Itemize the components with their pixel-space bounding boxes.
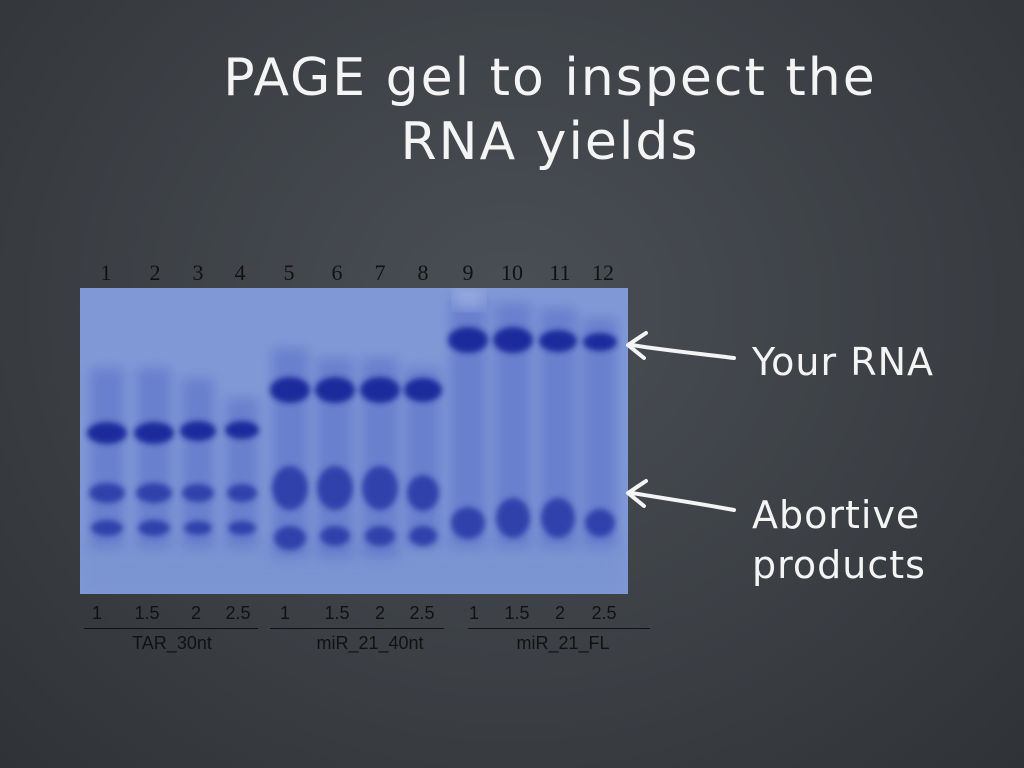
concentration-label: 2 <box>190 603 202 623</box>
abortive-products-label: Abortive products <box>752 490 926 590</box>
concentration-label: 2.5 <box>591 603 617 623</box>
concentration-label: 1.5 <box>134 603 160 623</box>
title-line-2: RNA yields <box>400 112 700 172</box>
arrow-icon <box>626 331 736 360</box>
group-label-mir21-40nt: miR_21_40nt <box>316 633 424 653</box>
gel-bands <box>80 288 628 594</box>
group-label-tar: TAR_30nt <box>132 633 212 653</box>
concentration-label: 1.5 <box>504 603 530 623</box>
abortive-bands <box>89 466 615 550</box>
main-bands <box>87 327 617 444</box>
lane-number: 2 <box>149 260 161 285</box>
arrow-icon <box>626 479 736 512</box>
lane-number: 6 <box>331 260 343 285</box>
concentration-label: 1 <box>468 603 480 623</box>
concentration-label: 2 <box>374 603 386 623</box>
concentration-label: 1 <box>279 603 291 623</box>
lane-number: 7 <box>374 260 386 285</box>
abortive-line-1: Abortive <box>752 493 921 537</box>
concentration-label: 2 <box>554 603 566 623</box>
lane-number: 1 <box>100 260 112 285</box>
lane-number-row: 1 2 3 4 5 6 7 8 9 10 11 12 <box>0 260 1024 290</box>
your-rna-label: Your RNA <box>752 340 935 384</box>
lane-number: 12 <box>592 260 614 285</box>
title-line-1: PAGE gel to inspect the <box>223 48 877 108</box>
group-underline <box>270 628 444 629</box>
gel-bottom-labels: 1 1.5 2 2.5 1 1.5 2 2.5 1 1.5 2 2.5 TAR_… <box>0 603 1024 663</box>
concentration-label: 1.5 <box>324 603 350 623</box>
concentration-label: 2.5 <box>409 603 435 623</box>
lane-number: 11 <box>549 260 571 285</box>
concentration-label: 1 <box>91 603 103 623</box>
lane-number: 5 <box>283 260 295 285</box>
group-underline <box>84 628 258 629</box>
lane-number: 10 <box>501 260 523 285</box>
lane-number: 9 <box>462 260 474 285</box>
abortive-line-2: products <box>752 543 926 587</box>
group-label-mir21-fl: miR_21_FL <box>516 633 610 653</box>
group-underline <box>468 628 650 629</box>
slide-title: PAGE gel to inspect the RNA yields <box>100 46 1000 174</box>
lane-number: 4 <box>234 260 246 285</box>
concentration-label: 2.5 <box>225 603 251 623</box>
lane-number: 8 <box>417 260 429 285</box>
lane-number: 3 <box>192 260 204 285</box>
gel-image <box>80 288 628 594</box>
